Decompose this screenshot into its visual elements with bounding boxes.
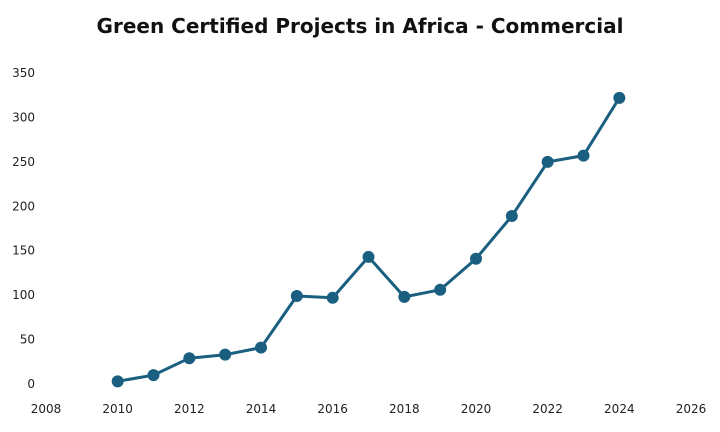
data-point <box>326 291 339 304</box>
data-point <box>505 210 518 223</box>
x-tick-label: 2022 <box>532 402 563 416</box>
x-tick-label: 2018 <box>389 402 420 416</box>
data-point <box>255 341 267 354</box>
data-point <box>470 252 482 265</box>
x-tick-label: 2016 <box>317 402 348 416</box>
data-point <box>111 375 124 388</box>
y-tick-label: 150 <box>12 244 35 258</box>
data-point <box>577 149 590 162</box>
x-tick-label: 2014 <box>246 402 277 416</box>
series-points <box>111 91 626 388</box>
x-tick-label: 2020 <box>461 402 492 416</box>
y-tick-label: 100 <box>12 288 35 302</box>
data-point <box>362 250 375 263</box>
x-tick-label: 2010 <box>102 402 133 416</box>
chart-title: Green Certified Projects in Africa - Com… <box>96 14 624 38</box>
x-tick-label: 2008 <box>31 402 62 416</box>
y-tick-label: 250 <box>12 155 35 169</box>
y-tick-label: 300 <box>12 110 35 124</box>
y-tick-label: 350 <box>12 66 35 80</box>
y-tick-label: 50 <box>20 333 35 347</box>
data-point <box>219 348 232 361</box>
data-point <box>290 290 303 303</box>
data-point <box>398 290 411 303</box>
y-tick-label: 200 <box>12 199 35 213</box>
series-lines <box>117 97 621 383</box>
x-tick-label: 2012 <box>174 402 205 416</box>
x-tick-label: 2026 <box>676 402 707 416</box>
data-point <box>541 155 554 168</box>
y-axis-ticks: 0 50 100 150 200 250 300 350 <box>12 66 35 391</box>
data-point <box>434 283 447 296</box>
data-point <box>613 91 626 104</box>
data-point <box>183 352 196 365</box>
x-tick-label: 2024 <box>604 402 635 416</box>
x-axis-ticks: 2008 2010 2012 2014 2016 2018 2020 2022 2024 2026 <box>31 402 707 416</box>
series-line <box>117 97 621 383</box>
y-tick-label: 0 <box>27 377 35 391</box>
data-point <box>147 369 160 382</box>
